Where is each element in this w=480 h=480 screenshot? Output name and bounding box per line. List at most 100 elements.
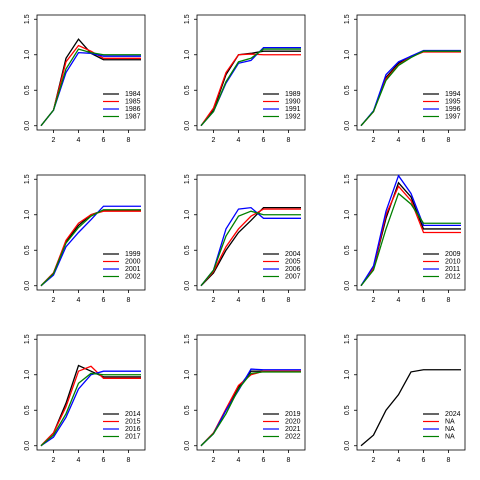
x-tick-label: 6 <box>102 137 106 144</box>
y-tick-label: 0.0 <box>24 121 31 131</box>
legend-label: NA <box>445 433 455 440</box>
x-tick-label: 2 <box>52 137 56 144</box>
y-tick-label: 1.5 <box>24 334 31 344</box>
series-line <box>360 192 461 287</box>
x-tick-label: 4 <box>77 457 81 464</box>
y-tick-label: 1.5 <box>24 14 31 24</box>
series-line <box>360 49 461 127</box>
legend-label: 2000 <box>125 258 141 265</box>
x-tick-label: 2 <box>372 457 376 464</box>
x-tick-label: 2 <box>372 297 376 304</box>
legend-label: 1991 <box>285 106 301 113</box>
x-tick-label: 6 <box>422 297 426 304</box>
y-tick-label: 0.5 <box>24 85 31 95</box>
x-tick-label: 2 <box>52 457 56 464</box>
legend-label: 2015 <box>125 418 141 425</box>
series-line <box>200 206 301 287</box>
y-tick-label: 0.5 <box>344 85 351 95</box>
legend-label: 2010 <box>445 258 461 265</box>
legend-label: 1995 <box>445 98 461 105</box>
x-tick-label: 4 <box>77 137 81 144</box>
y-tick-label: 1.5 <box>344 334 351 344</box>
x-tick-label: 2 <box>372 137 376 144</box>
legend-label: 2020 <box>285 418 301 425</box>
y-tick-label: 1.5 <box>344 174 351 184</box>
y-tick-label: 1.0 <box>344 370 351 380</box>
x-tick-label: 2 <box>212 297 216 304</box>
x-tick-label: 6 <box>422 457 426 464</box>
x-tick-label: 8 <box>447 457 451 464</box>
y-tick-label: 1.5 <box>184 14 191 24</box>
y-tick-label: 1.5 <box>184 334 191 344</box>
series-line <box>200 207 301 287</box>
plot-frame <box>356 14 466 131</box>
y-tick-label: 1.0 <box>184 210 191 220</box>
y-tick-label: 1.0 <box>24 210 31 220</box>
legend-label: 1985 <box>125 98 141 105</box>
series-line <box>200 208 301 287</box>
series-line <box>200 371 301 447</box>
x-tick-label: 4 <box>397 297 401 304</box>
plot-frame <box>36 334 146 451</box>
legend-label: 2014 <box>125 411 141 418</box>
series-line <box>360 50 461 127</box>
series-line <box>200 53 301 127</box>
x-tick-label: 8 <box>127 137 131 144</box>
x-tick-label: 4 <box>77 297 81 304</box>
x-tick-label: 8 <box>447 137 451 144</box>
legend-label: 2012 <box>445 273 461 280</box>
legend-label: 1994 <box>445 91 461 98</box>
legend-label: 2005 <box>285 258 301 265</box>
x-tick-label: 2 <box>52 297 56 304</box>
legend-label: 2024 <box>445 411 461 418</box>
y-tick-label: 0.0 <box>24 441 31 451</box>
series-line <box>360 174 461 287</box>
legend-label: NA <box>445 418 455 425</box>
y-tick-label: 0.5 <box>184 245 191 255</box>
y-tick-label: 1.5 <box>344 14 351 24</box>
legend-label: 2009 <box>445 251 461 258</box>
legend-label: 1997 <box>445 113 461 120</box>
legend-label: 2021 <box>285 426 301 433</box>
legend-label: 2001 <box>125 266 141 273</box>
plot-frame <box>36 174 146 291</box>
x-tick-label: 4 <box>397 457 401 464</box>
series-line <box>40 44 141 127</box>
legend-label: 2017 <box>125 433 141 440</box>
y-tick-label: 0.5 <box>24 245 31 255</box>
series-line <box>40 205 141 287</box>
y-tick-label: 0.0 <box>344 441 351 451</box>
x-tick-label: 4 <box>237 297 241 304</box>
legend-label: 1984 <box>125 91 141 98</box>
x-tick-label: 8 <box>287 297 291 304</box>
legend-label: 2004 <box>285 251 301 258</box>
plot-frame <box>196 334 306 451</box>
legend-label: 2002 <box>125 273 141 280</box>
legend-label: 1992 <box>285 113 301 120</box>
y-tick-label: 0.0 <box>184 441 191 451</box>
y-tick-label: 1.0 <box>24 50 31 60</box>
legend-label: NA <box>445 426 455 433</box>
series-line <box>200 210 301 287</box>
y-tick-label: 1.0 <box>24 370 31 380</box>
y-tick-label: 1.0 <box>344 50 351 60</box>
y-tick-label: 1.5 <box>24 174 31 184</box>
x-tick-label: 8 <box>447 297 451 304</box>
series-line <box>40 372 141 447</box>
x-tick-label: 6 <box>102 297 106 304</box>
x-tick-label: 2 <box>212 457 216 464</box>
legend-label: 2022 <box>285 433 301 440</box>
series-line <box>40 209 141 287</box>
x-tick-label: 4 <box>397 137 401 144</box>
legend-label: 2011 <box>445 266 460 273</box>
series-line <box>200 48 301 127</box>
y-tick-label: 0.5 <box>344 405 351 415</box>
legend-label: 2016 <box>125 426 141 433</box>
y-tick-label: 0.0 <box>344 281 351 291</box>
plot-frame <box>196 14 306 131</box>
y-tick-label: 0.0 <box>24 281 31 291</box>
x-tick-label: 2 <box>212 137 216 144</box>
y-tick-label: 1.0 <box>344 210 351 220</box>
y-tick-label: 0.0 <box>184 121 191 131</box>
legend-label: 1986 <box>125 106 141 113</box>
